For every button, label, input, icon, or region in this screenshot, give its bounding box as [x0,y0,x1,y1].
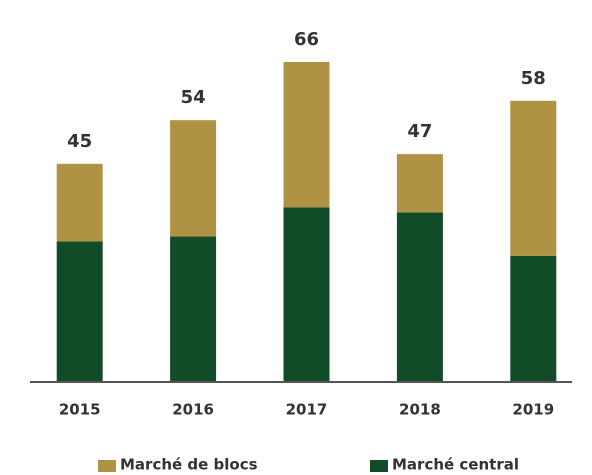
bar-segment [396,212,443,382]
bar-segment [170,236,217,382]
legend-label: Marché de blocs [120,456,258,474]
legend-swatch [98,460,116,472]
bar-segment [510,100,557,256]
bar-segment [56,241,103,382]
total-label: 54 [181,87,206,108]
bar-segment [283,62,330,208]
total-label: 58 [521,68,546,89]
bar-segment [170,120,217,237]
bar-segment [510,255,557,382]
total-label: 45 [67,131,92,152]
bar-segment [283,207,330,382]
x-tick-label: 2019 [512,401,554,419]
x-tick-label: 2016 [172,401,214,419]
bar-segment [56,163,103,242]
legend-label: Marché central [392,456,519,474]
x-tick-label: 2015 [59,401,101,419]
x-tick-label: 2018 [399,401,441,419]
x-tick-label: 2017 [286,401,328,419]
legend-swatch [370,460,388,472]
total-label: 66 [294,29,319,50]
bar-segment [396,154,443,213]
total-label: 47 [407,121,432,142]
